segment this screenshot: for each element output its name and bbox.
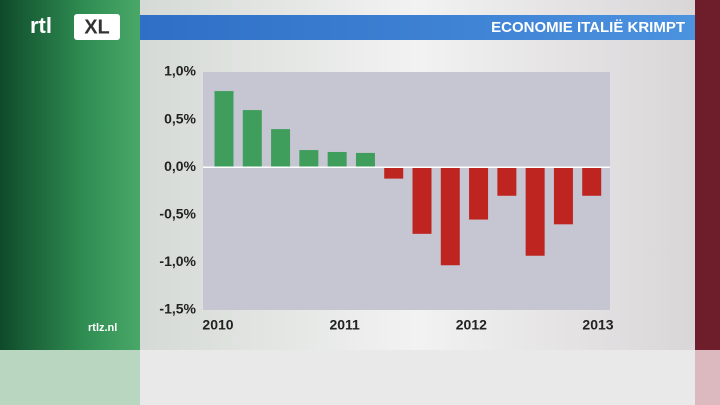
website: rtlz.nl: [88, 322, 117, 334]
bar: [355, 152, 375, 168]
right-band: [695, 0, 720, 350]
bar: [214, 91, 234, 168]
logo-xl: XL: [84, 16, 110, 38]
bar: [327, 151, 347, 168]
bar: [440, 167, 460, 266]
bar: [582, 167, 602, 196]
y-tick-label: 0,0%: [164, 158, 196, 174]
y-tick-label: 1,0%: [164, 63, 196, 79]
title-bar: [140, 15, 695, 40]
right-band-lower: [695, 350, 720, 405]
logo-box: [74, 14, 120, 40]
y-tick-label: -0,5%: [159, 206, 196, 222]
bar: [271, 129, 291, 168]
left-band: [0, 0, 140, 350]
center-band-lower: [140, 350, 695, 405]
y-tick-label: -1,0%: [159, 253, 196, 269]
left-band-lower: [0, 350, 140, 405]
logo-rtl: rtl: [30, 13, 52, 38]
bar: [412, 167, 432, 234]
plot-area: [203, 72, 610, 310]
bar: [242, 110, 262, 168]
x-tick-label: 2010: [202, 317, 233, 333]
x-tick-label: 2012: [456, 317, 487, 333]
bar: [497, 167, 517, 196]
y-tick-label: 0,5%: [164, 110, 196, 126]
bar: [553, 167, 573, 225]
y-tick-label: -1,5%: [159, 301, 196, 317]
chart-title: ECONOMIE ITALIË KRIMPT: [491, 19, 685, 36]
bar: [469, 167, 489, 220]
x-tick-label: 2013: [582, 317, 613, 333]
x-tick-label: 2011: [329, 317, 360, 333]
bar: [299, 150, 319, 168]
bar: [384, 167, 404, 179]
bar: [525, 167, 545, 256]
